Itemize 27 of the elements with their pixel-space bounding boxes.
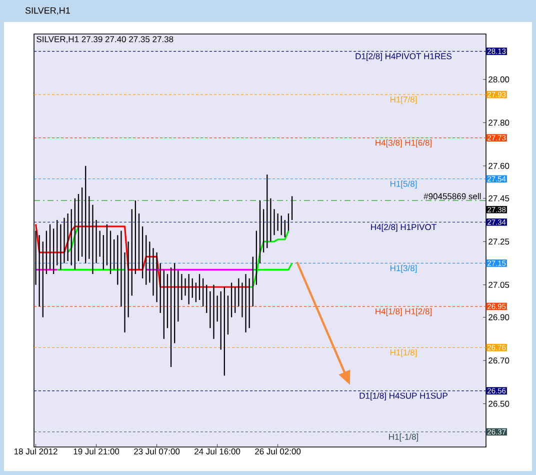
- ref-line-label: H4[3/8] H1[6/8]: [376, 139, 432, 148]
- y-tick-label: 27.45: [488, 195, 510, 202]
- y-tick-label: 26.70: [488, 358, 510, 364]
- y-tick-label: 27.05: [488, 282, 510, 288]
- ref-line-label: H4[1/8] H1[2/8]: [376, 308, 432, 316]
- chart-subtitle: SILVER,H1 27.39 27.40 27.35 27.38: [36, 36, 174, 44]
- ref-line-label: D1[1/8] H4SUP H1SUP: [360, 392, 448, 400]
- chart-title: SILVER,H1: [25, 7, 70, 15]
- ref-line-label: H1[5/8]: [390, 180, 417, 188]
- y-tick-label: 27.80: [488, 120, 510, 126]
- x-tick-label: 23 Jul 07:00: [134, 448, 180, 454]
- ref-line-label: H1[7/8]: [390, 96, 417, 104]
- ref-line-label: H1[3/8]: [390, 264, 417, 273]
- x-tick-label: 24 Jul 16:00: [194, 448, 240, 454]
- x-tick-label: 18 Jul 2012: [14, 448, 58, 454]
- y-tick-label: 28.00: [488, 76, 510, 82]
- ref-line-label: D1[2/8] H4PIVOT H1RES: [356, 52, 452, 61]
- ref-line-label: H1[-1/8]: [389, 434, 418, 442]
- y-tick-label: 27.25: [488, 238, 510, 245]
- ref-line-label: #90455869 sell: [424, 193, 481, 200]
- ref-line-label: H1[1/8]: [390, 349, 417, 358]
- x-tick-label: 26 Jul 02:00: [255, 448, 301, 454]
- ref-line-label: H4[2/8] H1PIVOT: [371, 224, 436, 232]
- y-tick-label: 27.60: [488, 162, 510, 169]
- y-tick-label: 26.90: [488, 314, 510, 320]
- x-tick-label: 19 Jul 21:00: [74, 448, 120, 454]
- y-tick-label: 26.50: [488, 400, 510, 407]
